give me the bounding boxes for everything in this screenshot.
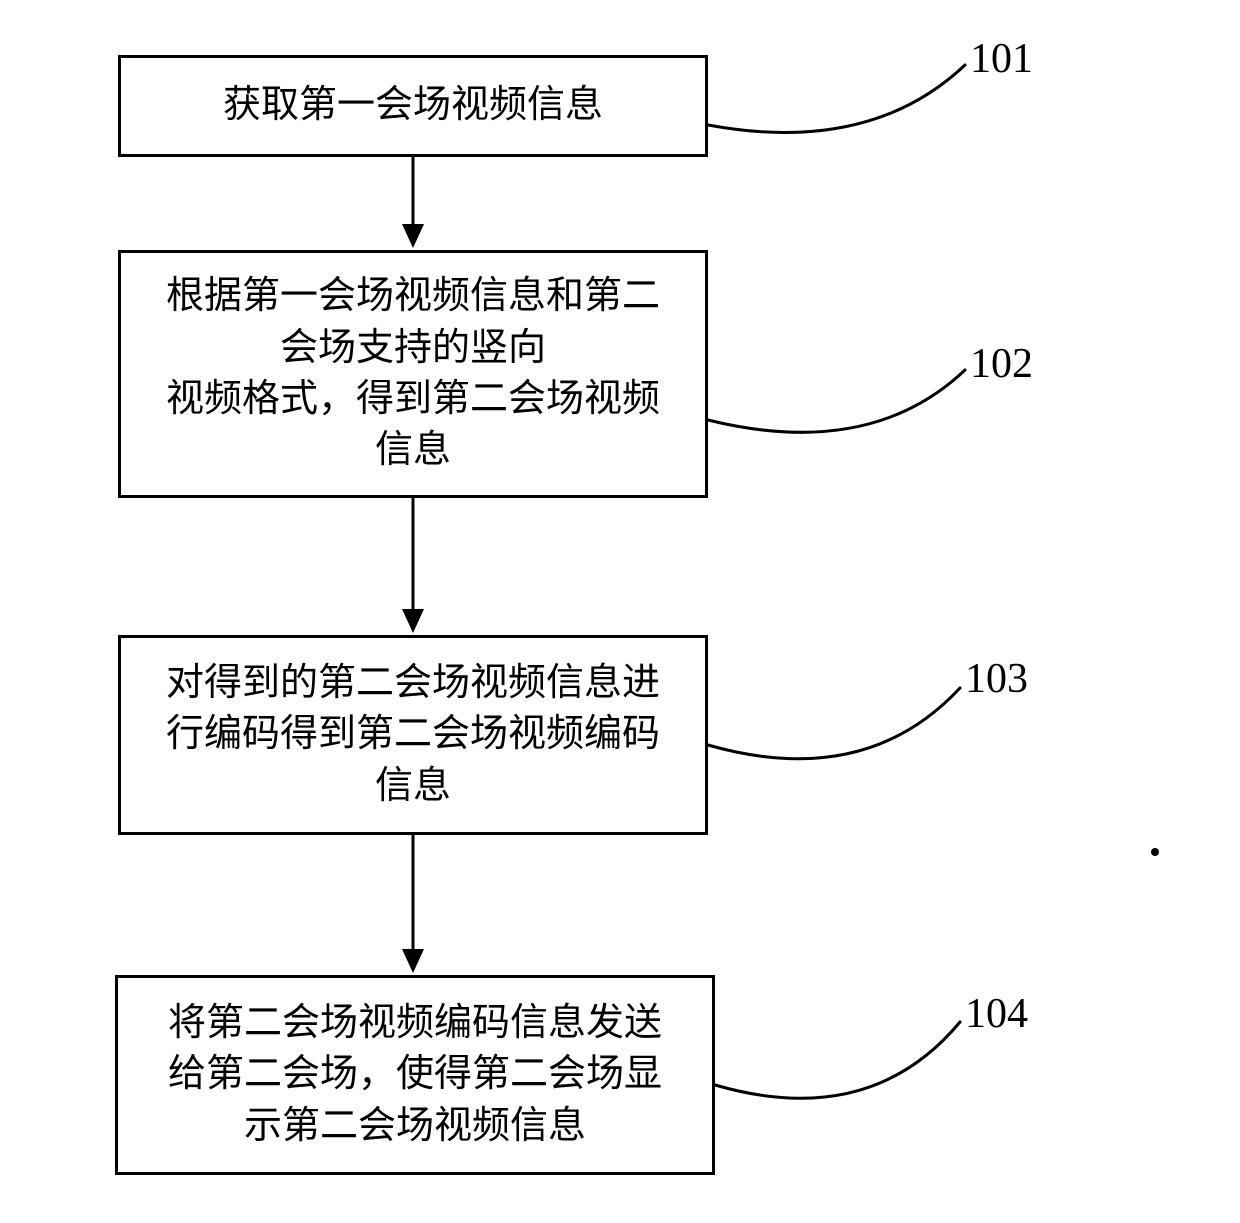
step-104-text: 将第二会场视频编码信息发送 给第二会场，使得第二会场显 示第二会场视频信息 [168, 998, 662, 1152]
step-102-box: 根据第一会场视频信息和第二 会场支持的竖向 视频格式，得到第二会场视频 信息 [118, 250, 708, 498]
step-102-label: 102 [970, 340, 1033, 388]
step-102-text: 根据第一会场视频信息和第二 会场支持的竖向 视频格式，得到第二会场视频 信息 [166, 271, 660, 476]
step-101-label: 101 [970, 35, 1033, 83]
step-103-label: 103 [965, 655, 1028, 703]
flowchart-canvas: 获取第一会场视频信息 根据第一会场视频信息和第二 会场支持的竖向 视频格式，得到… [0, 0, 1240, 1223]
decorative-dot [1151, 848, 1159, 856]
step-101-box: 获取第一会场视频信息 [118, 55, 708, 157]
step-104-label: 104 [965, 990, 1028, 1038]
step-103-text: 对得到的第二会场视频信息进 行编码得到第二会场视频编码 信息 [166, 658, 660, 812]
step-104-box: 将第二会场视频编码信息发送 给第二会场，使得第二会场显 示第二会场视频信息 [115, 975, 715, 1175]
step-103-box: 对得到的第二会场视频信息进 行编码得到第二会场视频编码 信息 [118, 635, 708, 835]
step-101-text: 获取第一会场视频信息 [223, 80, 603, 131]
